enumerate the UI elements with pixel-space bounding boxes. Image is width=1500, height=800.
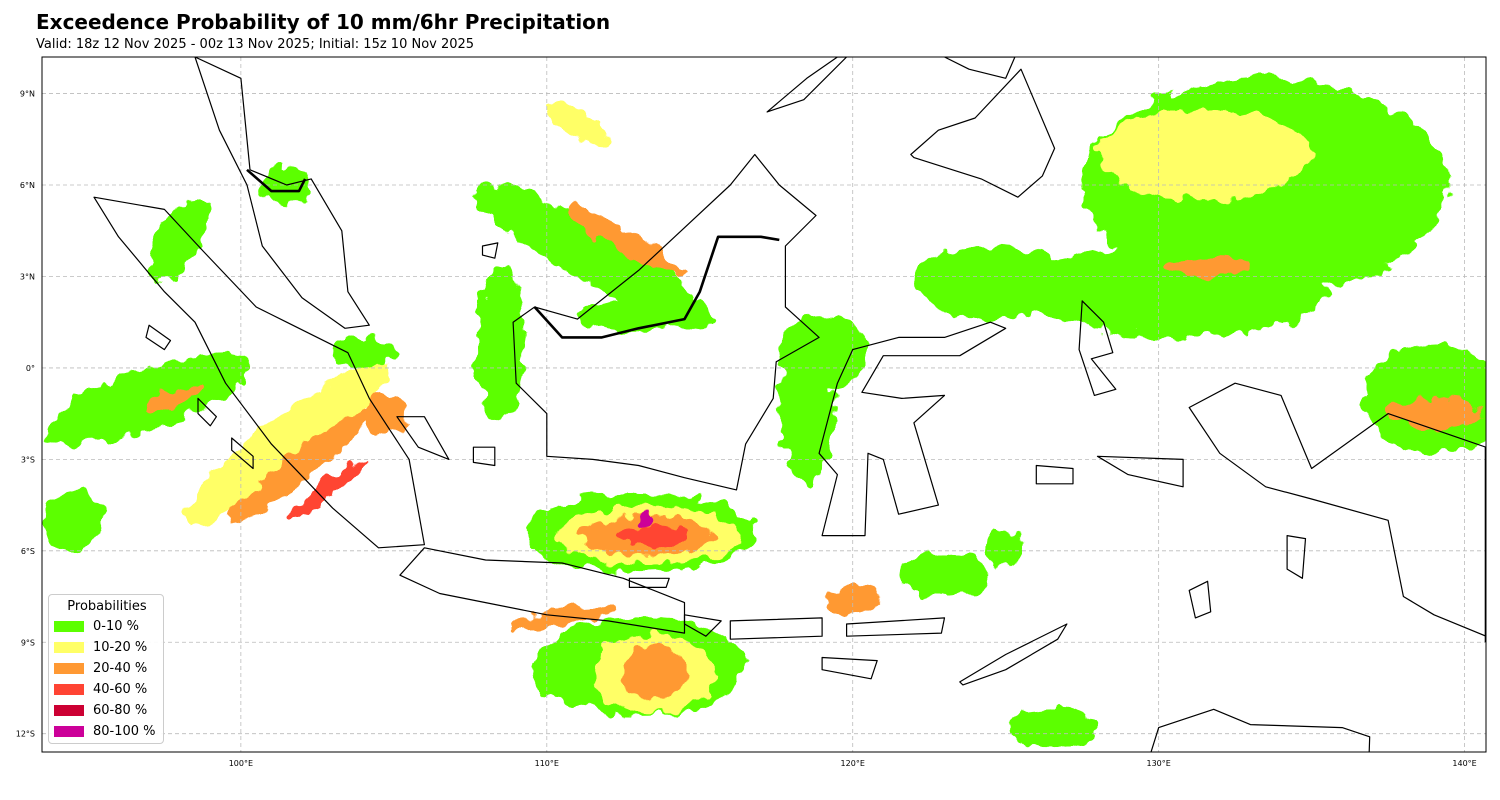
y-tick-label: 0° [26, 364, 35, 373]
legend-swatch [54, 642, 84, 653]
precip-area [150, 198, 210, 281]
y-tick-label: 12°S [16, 730, 35, 739]
precip-area [144, 383, 203, 413]
coastline-belitung [472, 446, 496, 467]
coastline-tanimbar [1188, 580, 1212, 619]
chart-title: Exceedence Probability of 10 mm/6hr Prec… [36, 10, 611, 34]
legend-swatch [54, 663, 84, 674]
coastline-bangka [396, 416, 450, 460]
legend-item-10-20: 10-20 % [54, 640, 162, 656]
country-borders [246, 168, 1486, 643]
legend-item-80-100: 80-100 % [54, 724, 162, 740]
coastline-seram [1096, 455, 1184, 488]
legend: Probabilities 0-10 % 10-20 % 20-40 % 40-… [48, 594, 164, 744]
coastline-mindanao [910, 68, 1056, 198]
precip-area [577, 300, 700, 332]
legend-label: 20-40 % [93, 661, 148, 676]
precip-area [287, 459, 366, 521]
precip-area [1020, 245, 1327, 338]
y-tick-label: 3°N [20, 272, 35, 281]
coastline-sumba [821, 656, 878, 680]
legend-item-20-40: 20-40 % [54, 661, 162, 677]
x-tick-label: 110°E [535, 759, 559, 768]
coastline-halmahera [1078, 300, 1117, 396]
precip-area [913, 245, 1067, 320]
coastline-mentawai-south [231, 437, 254, 470]
coastline-buru [1035, 464, 1074, 485]
coastline-lombok-sumbawa [729, 617, 823, 640]
precip-area [184, 362, 390, 527]
legend-item-60-80: 60-80 % [54, 703, 162, 719]
precip-area [229, 407, 375, 523]
precip-area [1158, 258, 1251, 277]
precip-area [47, 351, 251, 445]
coastline-malay-peninsula [194, 57, 370, 329]
coastline-luzon-visayas-fragment [943, 57, 1016, 79]
y-tick-label: 9°S [21, 638, 35, 647]
coastlines [93, 57, 1486, 752]
legend-label: 60-80 % [93, 703, 148, 718]
coastline-new-guinea [1188, 382, 1486, 637]
x-tick-label: 120°E [841, 759, 865, 768]
legend-label: 40-60 % [93, 682, 148, 697]
coastline-borneo [512, 153, 820, 491]
map-frame [41, 56, 1487, 753]
border-thailand-malaysia-border [246, 168, 307, 193]
coastline-sulawesi [818, 321, 1007, 537]
precip-area [776, 316, 869, 390]
coastline-sumatra [93, 196, 425, 549]
coastline-nias [145, 324, 172, 351]
coastline-madura [628, 577, 670, 588]
precip-area [617, 524, 691, 547]
legend-swatch [54, 705, 84, 716]
legend-title: Probabilities [67, 599, 147, 614]
axis-tick-labels: 100°E 110°E 120°E 130°E 140°E 9°N 6°N 3°N 0° 3°S 6… [16, 90, 1477, 768]
y-tick-label: 6°S [21, 547, 35, 556]
precipitation-layer [42, 78, 1486, 746]
x-tick-label: 130°E [1146, 759, 1170, 768]
precip-area [366, 392, 410, 435]
coastline-palawan [766, 57, 848, 113]
legend-label: 0-10 % [93, 619, 139, 634]
x-tick-label: 100°E [229, 759, 253, 768]
legend-swatch [54, 726, 84, 737]
precip-area [472, 182, 713, 328]
precip-area [476, 267, 526, 420]
coastline-bali [683, 614, 722, 637]
precip-area [987, 529, 1025, 567]
precip-area [1005, 709, 1098, 746]
precip-area [1097, 108, 1312, 201]
precip-area [545, 102, 610, 146]
legend-item-0-10: 0-10 % [54, 619, 162, 635]
legend-swatch [54, 621, 84, 632]
legend-item-40-60: 40-60 % [54, 682, 162, 698]
precip-area [42, 489, 104, 551]
precip-area [507, 605, 617, 631]
chart-subtitle: Valid: 18z 12 Nov 2025 - 00z 13 Nov 2025… [36, 37, 475, 52]
precip-area [635, 515, 654, 526]
coastline-siberut [197, 397, 217, 427]
precip-area [620, 645, 688, 701]
coastline-timor [959, 623, 1068, 686]
precip-area [1385, 398, 1483, 429]
precip-area [1363, 343, 1486, 454]
graticule [42, 57, 1486, 752]
precip-area [332, 337, 394, 368]
y-tick-label: 6°N [20, 181, 35, 190]
coastline-natuna [481, 242, 499, 259]
precip-area [898, 553, 991, 597]
coastline-australia-north [1150, 708, 1371, 752]
y-tick-label: 3°S [21, 455, 35, 464]
legend-swatch [54, 684, 84, 695]
legend-label: 10-20 % [93, 640, 148, 655]
coastline-flores [846, 617, 946, 637]
y-tick-label: 9°N [20, 90, 35, 99]
border-malaysia-indonesia-borneo-border [533, 235, 780, 339]
coastline-aru [1286, 535, 1307, 579]
legend-label: 80-100 % [93, 724, 156, 739]
x-tick-label: 140°E [1452, 759, 1476, 768]
